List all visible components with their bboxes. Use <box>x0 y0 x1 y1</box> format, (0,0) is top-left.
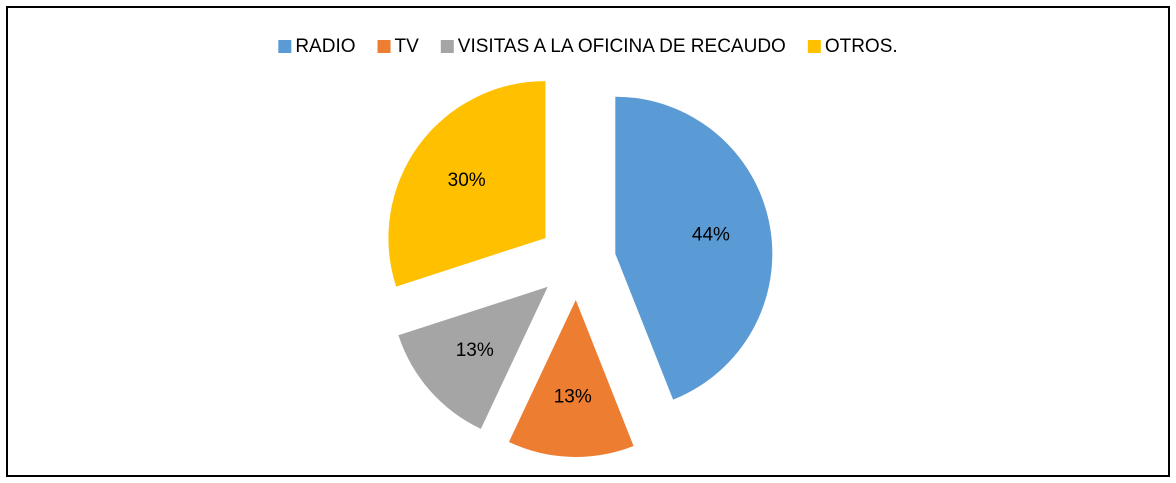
data-label: 44% <box>692 224 730 245</box>
pie-slice <box>388 81 546 287</box>
legend-label: OTROS. <box>825 36 898 57</box>
legend-swatch <box>807 40 821 53</box>
pie-slice <box>615 96 773 400</box>
pie-slice <box>398 286 548 429</box>
data-label: 13% <box>554 386 592 407</box>
legend-label: VISITAS A LA OFICINA DE RECAUDO <box>458 36 786 57</box>
legend-swatch <box>377 40 391 53</box>
legend-label: RADIO <box>295 36 355 57</box>
legend-label: TV <box>395 36 420 57</box>
data-label: 13% <box>456 340 494 361</box>
data-label: 30% <box>448 170 486 191</box>
pie-slice <box>508 299 634 457</box>
legend-swatch <box>278 40 292 53</box>
legend-swatch <box>440 40 454 53</box>
